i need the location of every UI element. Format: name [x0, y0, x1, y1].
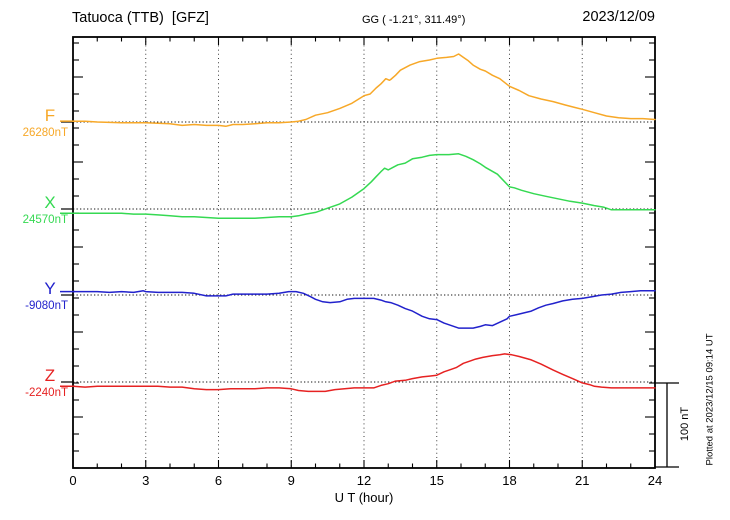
- curve-Z: [72, 353, 656, 393]
- scalebar: [655, 382, 679, 468]
- x-tick-label-3: 3: [142, 473, 150, 488]
- gg-coordinates: GG ( -1.21°, 311.49°): [362, 14, 466, 26]
- page-title: Tatuoca (TTB) [GFZ]: [72, 10, 209, 26]
- x-tick-label-21: 21: [575, 473, 590, 488]
- curve-F: [72, 53, 656, 128]
- x-tick-label-0: 0: [69, 473, 77, 488]
- x-tick-label-24: 24: [647, 473, 663, 488]
- x-tick-label-15: 15: [429, 473, 444, 488]
- channel-baseline-Z: -2240nT: [25, 387, 68, 399]
- x-ticks: [72, 37, 656, 468]
- plot-date: 2023/12/09: [582, 9, 655, 25]
- x-tick-label-12: 12: [356, 473, 372, 488]
- channel-label-Z: Z: [44, 366, 56, 385]
- x-tick-label-6: 6: [214, 473, 223, 488]
- channel-label-X: X: [44, 193, 56, 212]
- curve-Y: [72, 290, 656, 329]
- y-ticks: [73, 42, 655, 469]
- vertical-gridlines: [145, 37, 583, 468]
- x-tick-label-9: 9: [287, 473, 295, 488]
- channel-label-Y: Y: [44, 279, 56, 298]
- channel-baseline-X: 24570nT: [22, 214, 68, 226]
- x-tick-label-18: 18: [502, 473, 517, 488]
- channel-baseline-F: 26280nT: [22, 127, 68, 139]
- plotted-timestamp-note: Plotted at 2023/12/15 09:14 UT: [704, 333, 716, 466]
- baseline-dotted-lines: [73, 121, 655, 383]
- channel-baseline-Y: -9080nT: [25, 300, 68, 312]
- channel-label-F: F: [44, 106, 56, 125]
- x-axis-title: U T (hour): [334, 490, 394, 505]
- curve-X: [72, 153, 656, 220]
- scalebar-label: 100 nT: [679, 406, 691, 442]
